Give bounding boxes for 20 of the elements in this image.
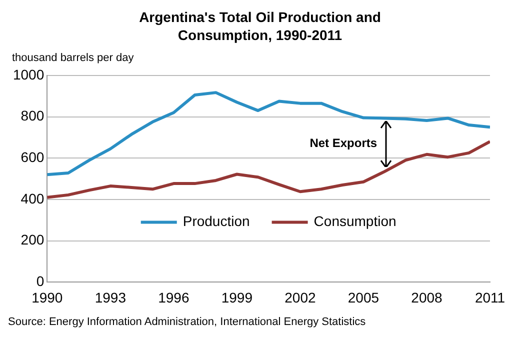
y-tick-label: 400 xyxy=(20,190,44,206)
y-tick-label: 600 xyxy=(20,148,44,165)
legend-label: Production xyxy=(182,213,250,230)
source-note: Source: Energy Information Administration, International Energy Statistics xyxy=(8,316,366,328)
x-tick-label: 1993 xyxy=(94,289,126,306)
y-tick-label: 200 xyxy=(20,232,44,248)
legend-label: Consumption xyxy=(314,213,396,230)
x-tick-label: 2002 xyxy=(284,289,316,306)
y-tick-label: 1000 xyxy=(12,66,44,82)
x-tick-label: 2011 xyxy=(474,289,506,306)
chart-title: Argentina's Total Oil Production and Consumption, 1990-2011 xyxy=(138,8,382,44)
annotation: Net Exports xyxy=(310,136,378,150)
x-tick-label: 1999 xyxy=(221,289,253,306)
y-axis-title: thousand barrels per day xyxy=(12,52,134,64)
x-tick-label: 1996 xyxy=(158,289,190,306)
y-tick-label: 800 xyxy=(20,108,44,124)
x-tick-label: 2008 xyxy=(411,289,443,306)
y-tick-label: 0 xyxy=(36,273,44,290)
x-tick-label: 2005 xyxy=(348,289,380,306)
x-tick-label: 1990 xyxy=(32,289,63,306)
